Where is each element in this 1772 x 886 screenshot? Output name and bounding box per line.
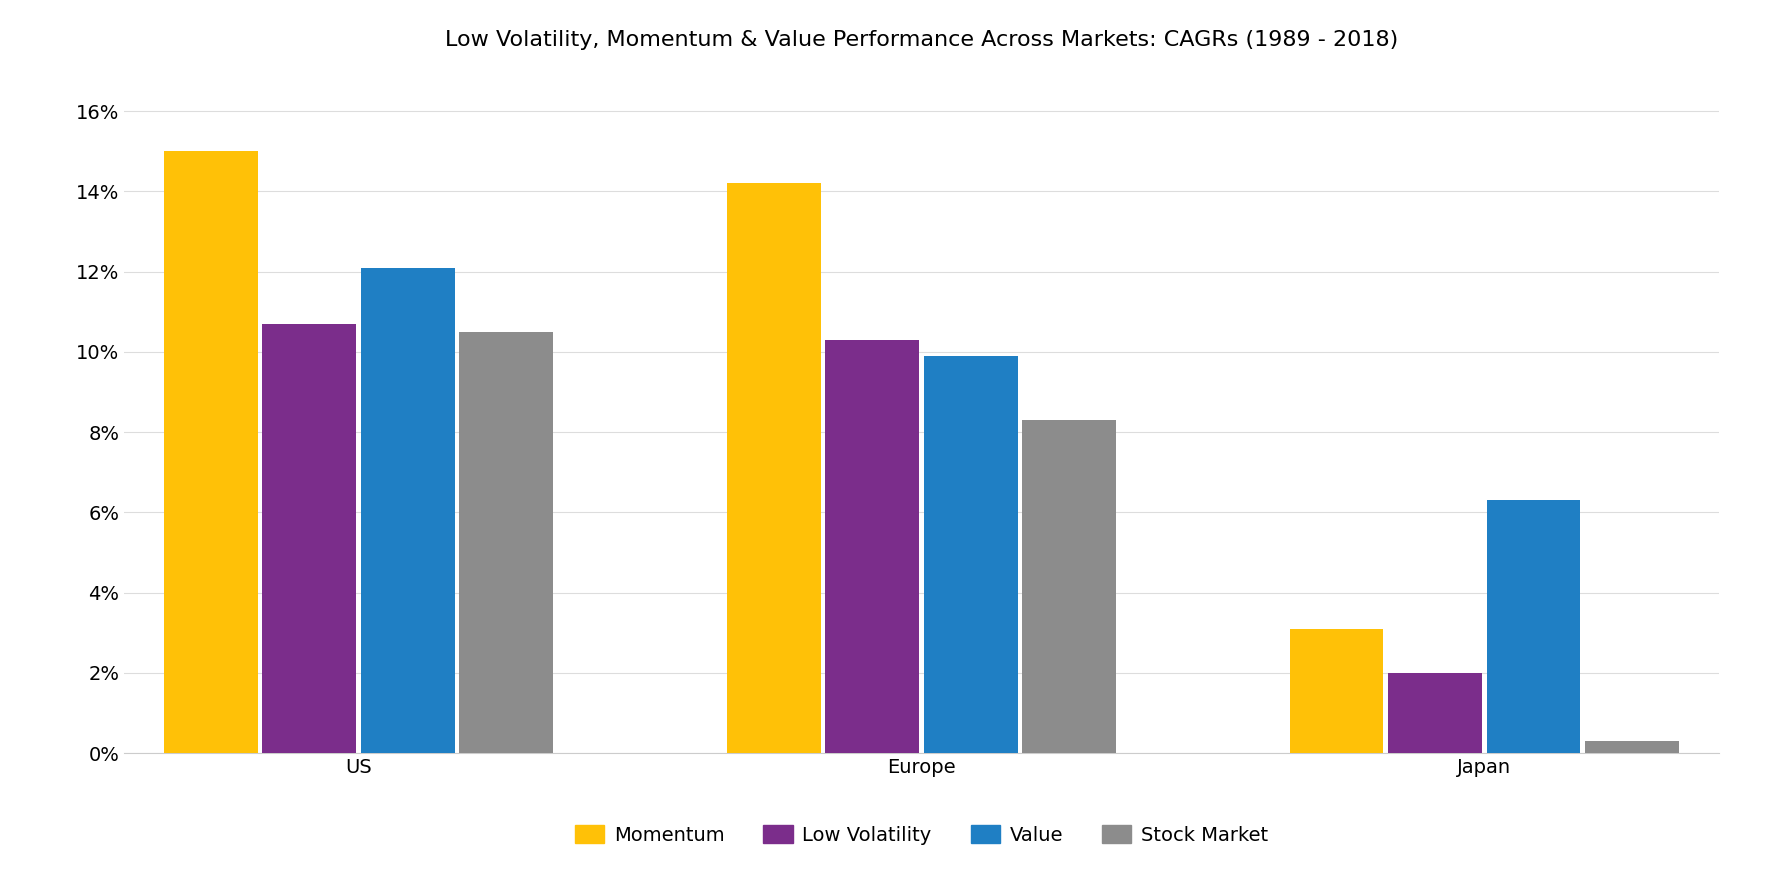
Bar — [163, 152, 257, 753]
Bar — [923, 356, 1017, 753]
Bar — [727, 183, 820, 753]
Bar — [1022, 420, 1116, 753]
Title: Low Volatility, Momentum & Value Performance Across Markets: CAGRs (1989 - 2018): Low Volatility, Momentum & Value Perform… — [445, 30, 1398, 50]
Bar — [1586, 741, 1678, 753]
Bar — [1487, 501, 1581, 753]
Bar — [361, 268, 455, 753]
Bar — [459, 331, 553, 753]
Bar — [262, 323, 356, 753]
Bar — [826, 339, 920, 753]
Legend: Momentum, Low Volatility, Value, Stock Market: Momentum, Low Volatility, Value, Stock M… — [567, 818, 1276, 852]
Bar — [1290, 629, 1384, 753]
Bar — [1387, 672, 1481, 753]
